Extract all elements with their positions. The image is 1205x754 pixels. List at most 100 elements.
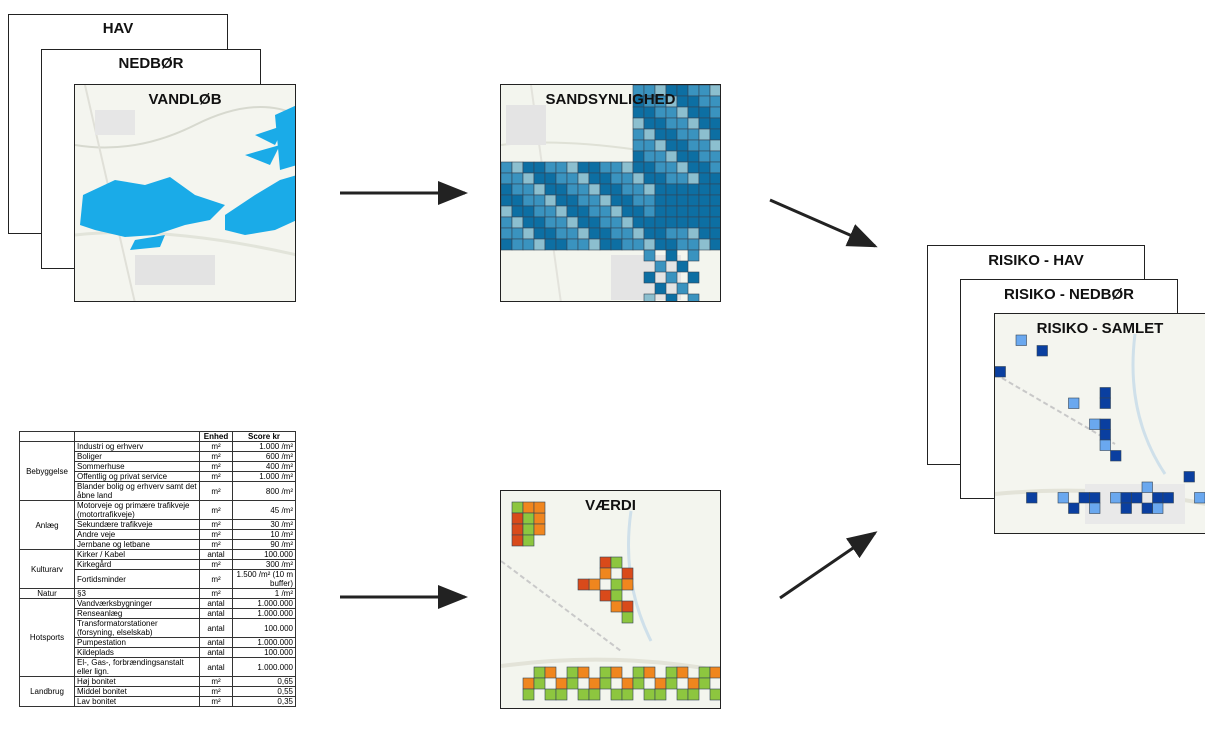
value-cell: [533, 523, 546, 536]
risk-title-hav: RISIKO - HAV: [988, 252, 1084, 269]
table-cell-score: 100.000: [232, 618, 296, 638]
table-cell-item: Kirkegård: [74, 559, 200, 570]
value-cell: [698, 677, 711, 690]
probability-cell: [577, 183, 590, 196]
table-cell-item: Renseanlæg: [74, 608, 200, 619]
probability-cell: [588, 227, 601, 240]
value-cell: [577, 666, 590, 679]
value-cell: [522, 677, 535, 690]
probability-cell: [709, 194, 720, 207]
risk-samlet-grid-graphic: [995, 314, 1205, 533]
probability-cell: [610, 216, 623, 229]
probability-cell: [676, 161, 689, 174]
probability-cell: [709, 172, 720, 185]
vandlob-map-graphic: [75, 85, 295, 301]
probability-cell: [654, 282, 667, 295]
table-category: Hotsports: [19, 598, 75, 677]
value-table: Enhed Score kr Bebyggelse Industri og erh…: [19, 431, 296, 707]
probability-cell: [687, 150, 700, 163]
value-cell: [621, 567, 634, 580]
risk-cell: [1015, 334, 1027, 346]
table-cell-unit: antal: [199, 608, 233, 619]
probability-cell: [511, 227, 524, 240]
probability-cell: [665, 194, 678, 207]
table-row: Kulturarv Kirker / Kabel antal 100.000: [19, 549, 296, 589]
probability-cell: [676, 172, 689, 185]
probability-cell: [599, 216, 612, 229]
probability-cell: [555, 205, 568, 218]
value-table-header: Score kr: [232, 431, 296, 442]
value-cell: [533, 666, 546, 679]
probability-cell: [709, 128, 720, 141]
probability-cell: [577, 216, 590, 229]
probability-cell: [522, 161, 535, 174]
table-row: Lav bonitet m² 0,35: [20, 696, 296, 707]
probability-cell: [654, 117, 667, 130]
probability-cell: [676, 205, 689, 218]
probability-cell: [643, 161, 656, 174]
risk-cell: [1068, 397, 1080, 409]
probability-cell: [566, 194, 579, 207]
probability-cell: [676, 128, 689, 141]
value-cell: [599, 677, 612, 690]
value-cell: [533, 677, 546, 690]
value-cell: [533, 501, 546, 514]
table-cell-unit: m²: [199, 676, 233, 687]
probability-cell: [599, 205, 612, 218]
table-cell-unit: m²: [199, 461, 233, 472]
probability-cell: [566, 216, 579, 229]
probability-cell: [522, 216, 535, 229]
probability-cell: [544, 194, 557, 207]
layer-title-vandlob: VANDLØB: [148, 91, 222, 108]
probability-cell: [588, 238, 601, 251]
table-category: Kulturarv: [19, 549, 75, 589]
probability-cell: [533, 227, 546, 240]
table-cell-score: 1.000.000: [232, 598, 296, 609]
value-cell: [588, 677, 601, 690]
probability-cell: [599, 238, 612, 251]
risk-cell: [1099, 397, 1111, 409]
arrow-value-to-risk: [779, 531, 878, 600]
probability-cell: [676, 260, 689, 273]
probability-cell: [566, 161, 579, 174]
probability-cell: [533, 238, 546, 251]
value-table-header: [74, 431, 200, 442]
probability-cell: [654, 139, 667, 152]
value-table-header-row: Enhed Score kr: [19, 431, 296, 442]
probability-cell: [687, 183, 700, 196]
value-cell: [632, 666, 645, 679]
value-cell: [511, 534, 524, 547]
probability-cell: [544, 227, 557, 240]
risk-cell: [1162, 492, 1174, 504]
probability-cell: [654, 161, 667, 174]
probability-cell: [555, 172, 568, 185]
probability-cell: [643, 216, 656, 229]
probability-cell: [698, 117, 711, 130]
probability-cell: [555, 194, 568, 207]
probability-cell: [577, 227, 590, 240]
vaerdi-grid-graphic: [501, 491, 720, 708]
probability-cell: [566, 183, 579, 196]
probability-cell: [654, 194, 667, 207]
value-cell: [621, 677, 634, 690]
value-cell: [610, 556, 623, 569]
probability-cell: [676, 282, 689, 295]
probability-cell: [676, 117, 689, 130]
probability-cell: [501, 238, 513, 251]
probability-cell: [698, 106, 711, 119]
risk-cell: [1099, 429, 1111, 441]
probability-cell: [577, 161, 590, 174]
table-cell-item: Andre veje: [74, 529, 200, 540]
probability-cell: [643, 205, 656, 218]
probability-cell: [588, 205, 601, 218]
value-cell: [533, 512, 546, 525]
table-row: Hotsports Vandværksbygninger antal 1.000.00…: [19, 598, 296, 677]
probability-cell: [610, 227, 623, 240]
table-cell-unit: m²: [199, 569, 233, 589]
value-cell: [632, 677, 645, 690]
value-cell: [588, 578, 601, 591]
table-cell-unit: antal: [199, 549, 233, 560]
probability-cell: [588, 194, 601, 207]
table-cell-item: Lav bonitet: [74, 696, 200, 707]
probability-cell: [665, 249, 678, 262]
